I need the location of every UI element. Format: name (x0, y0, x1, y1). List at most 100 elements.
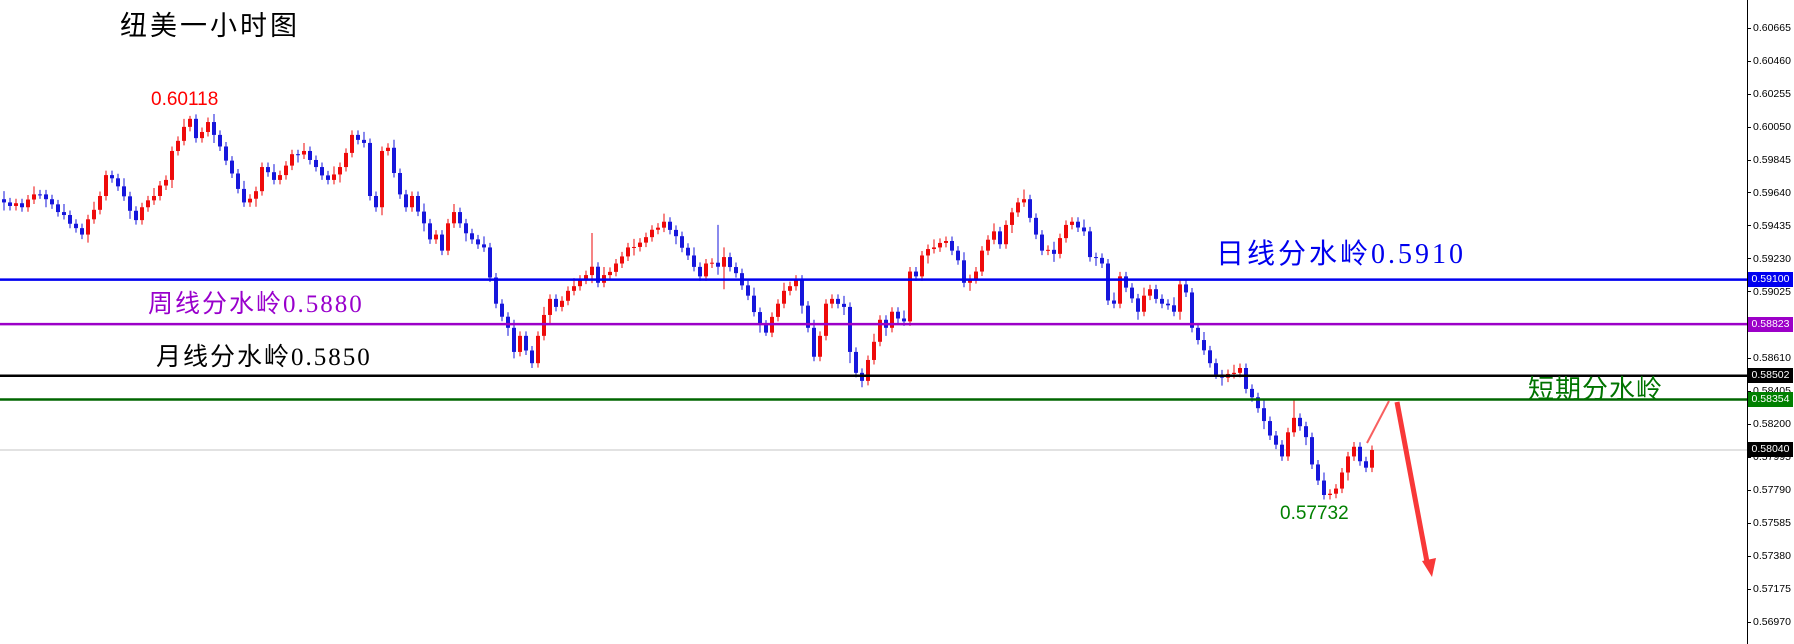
candle-up (662, 221, 666, 228)
candle-down (524, 335, 528, 351)
candle-up (302, 150, 306, 155)
candle-up (1232, 372, 1236, 374)
candle-up (1286, 432, 1290, 457)
candle-up (926, 249, 930, 256)
candle-down (314, 159, 318, 168)
candle-down (470, 233, 474, 240)
candle-up (290, 154, 294, 166)
candle-down (74, 223, 78, 229)
candle-down (398, 173, 402, 195)
candle-up (788, 286, 792, 291)
candle-up (410, 195, 414, 208)
candle-down (842, 303, 846, 307)
candle-up (620, 256, 624, 264)
candle-down (734, 267, 738, 274)
price-tag: 0.58502 (1748, 368, 1793, 384)
candle-down (464, 223, 468, 234)
candle-up (938, 242, 942, 248)
projection-down-arrow[interactable] (1394, 401, 1430, 563)
candle-up (980, 250, 984, 272)
candle-down (482, 244, 486, 248)
candle-up (86, 219, 90, 235)
candle-down (134, 210, 138, 221)
axis-tick: 0.59640 (1747, 187, 1794, 199)
shortterm-watershed-label[interactable]: 短期分水岭 (1528, 375, 1664, 404)
daily-watershed-label[interactable]: 日线分水岭0.5910 (1216, 239, 1467, 270)
candle-up (1064, 224, 1068, 239)
candle-down (962, 260, 966, 283)
candle-up (1178, 284, 1182, 312)
candle-down (1106, 263, 1110, 301)
candle-down (122, 186, 126, 197)
candle-down (224, 146, 228, 161)
candle-up (278, 175, 282, 180)
candle-up (200, 132, 204, 139)
candle-up (566, 290, 570, 301)
candle-up (98, 195, 102, 210)
axis-tick: 0.60460 (1747, 55, 1794, 67)
candle-down (674, 229, 678, 237)
projection-up-segment[interactable] (1366, 400, 1390, 444)
candle-down (554, 298, 558, 307)
tick-dash (1747, 522, 1751, 524)
candle-down (242, 188, 246, 203)
candle-up (176, 140, 180, 151)
candle-up (590, 266, 594, 276)
weekly-watershed-label[interactable]: 周线分水岭0.5880 (148, 291, 364, 318)
candle-down (812, 327, 816, 357)
candle-up (782, 290, 786, 304)
candle-down (1166, 303, 1170, 306)
candle-up (164, 179, 168, 186)
candle-down (422, 211, 426, 224)
candle-down (38, 194, 42, 196)
candle-up (254, 191, 258, 199)
candle-down (1130, 287, 1134, 299)
swing-low-price-label[interactable]: 0.57732 (1280, 503, 1349, 524)
axis-tick: 0.57585 (1747, 517, 1794, 529)
candle-down (848, 306, 852, 352)
candle-down (1280, 444, 1284, 457)
candle-up (542, 314, 546, 336)
axis-tick: 0.59025 (1747, 286, 1794, 298)
candle-up (794, 279, 798, 287)
candle-down (458, 212, 462, 224)
candle-up (140, 207, 144, 221)
candle-down (806, 305, 810, 328)
candle-down (956, 250, 960, 261)
candle-down (1274, 435, 1278, 445)
tick-dash (1747, 621, 1751, 623)
candle-up (584, 275, 588, 280)
tick-dash (1747, 159, 1751, 161)
candle-down (308, 150, 312, 160)
price-axis[interactable]: 0.60665 0.60460 0.60255 0.60050 0.59845 0.596… (1747, 0, 1794, 644)
candle-down (272, 172, 276, 180)
swing-high-price-label[interactable]: 0.60118 (151, 89, 219, 110)
candle-up (1142, 295, 1146, 312)
candle-up (1010, 212, 1014, 225)
candle-down (1358, 446, 1362, 462)
candle-down (326, 175, 330, 180)
candle-up (32, 194, 36, 200)
candle-down (1250, 388, 1254, 398)
candle-down (692, 255, 696, 267)
candle-up (1370, 449, 1374, 468)
candle-down (368, 142, 372, 196)
candle-up (152, 195, 156, 201)
candle-down (236, 173, 240, 189)
candle-up (608, 271, 612, 276)
candle-down (404, 194, 408, 208)
monthly-watershed-label[interactable]: 月线分水岭0.5850 (156, 344, 372, 371)
candle-down (1040, 234, 1044, 251)
candle-up (1328, 493, 1332, 496)
axis-tick: 0.58610 (1747, 352, 1794, 364)
candle-down (1034, 217, 1038, 235)
axis-tick: 0.59230 (1747, 253, 1794, 265)
candle-up (332, 174, 336, 180)
candle-down (686, 247, 690, 256)
tick-dash (1747, 588, 1751, 590)
candle-down (752, 295, 756, 313)
candle-down (56, 204, 60, 213)
candle-up (1334, 488, 1338, 494)
